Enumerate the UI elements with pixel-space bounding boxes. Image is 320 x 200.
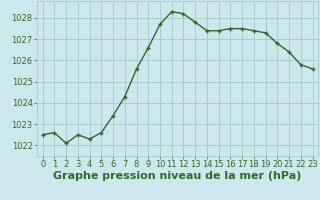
X-axis label: Graphe pression niveau de la mer (hPa): Graphe pression niveau de la mer (hPa) xyxy=(53,171,302,181)
